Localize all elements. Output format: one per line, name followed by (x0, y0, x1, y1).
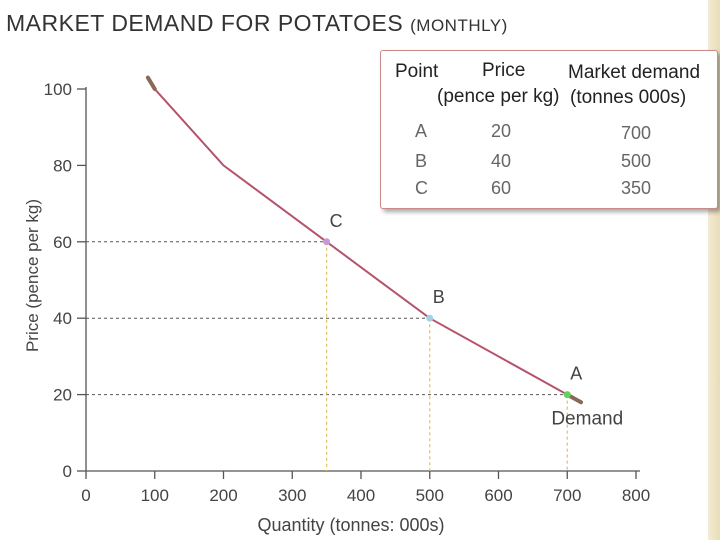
y-tick-label: 80 (53, 156, 72, 175)
y-axis-label: Price (pence per kg) (23, 199, 42, 352)
row-a-price: 20 (491, 121, 512, 141)
header-demand-unit: (tonnes 000s) (570, 87, 687, 108)
data-point-c (323, 238, 331, 246)
row-c-point: C (415, 178, 428, 198)
header-demand: Market demand (568, 62, 701, 83)
y-tick-label: 0 (63, 462, 72, 481)
data-table: Point Price Market demand (pence per kg)… (380, 50, 718, 209)
y-tick-label: 100 (44, 80, 72, 99)
data-point-b (426, 314, 434, 322)
header-point: Point (395, 61, 439, 82)
page-title-sub: (MONTHLY) (410, 16, 508, 35)
x-tick-label: 400 (347, 486, 375, 505)
demand-curve-label: Demand (551, 409, 623, 430)
row-c-demand: 350 (621, 178, 652, 198)
y-tick-label: 40 (53, 309, 72, 328)
row-a-point: A (415, 121, 428, 141)
data-point-label-c: C (330, 211, 343, 231)
page-title: MARKET DEMAND FOR POTATOES (MONTHLY) (6, 10, 508, 37)
data-point-label-a: A (570, 364, 582, 384)
demand-curve-start-cap (145, 75, 157, 91)
x-tick-label: 700 (553, 486, 581, 505)
x-tick-label: 600 (484, 486, 512, 505)
x-tick-label: 800 (622, 486, 650, 505)
x-tick-label: 100 (141, 486, 169, 505)
row-a-demand: 700 (621, 123, 652, 143)
x-tick-label: 200 (209, 486, 237, 505)
row-b-price: 40 (491, 151, 512, 171)
x-tick-label: 0 (81, 486, 90, 505)
page-title-main: MARKET DEMAND FOR POTATOES (6, 10, 404, 36)
row-b-point: B (415, 151, 428, 171)
x-tick-label: 300 (278, 486, 306, 505)
x-axis-label: Quantity (tonnes: 000s) (257, 515, 444, 535)
x-tick-label: 500 (416, 486, 444, 505)
header-price-unit: (pence per kg) (437, 86, 560, 107)
data-point-a (563, 391, 571, 399)
row-b-demand: 500 (621, 151, 652, 171)
data-point-label-b: B (433, 287, 445, 307)
y-tick-label: 60 (53, 233, 72, 252)
y-tick-label: 20 (53, 386, 72, 405)
row-c-price: 60 (491, 178, 512, 198)
header-price: Price (482, 60, 526, 81)
